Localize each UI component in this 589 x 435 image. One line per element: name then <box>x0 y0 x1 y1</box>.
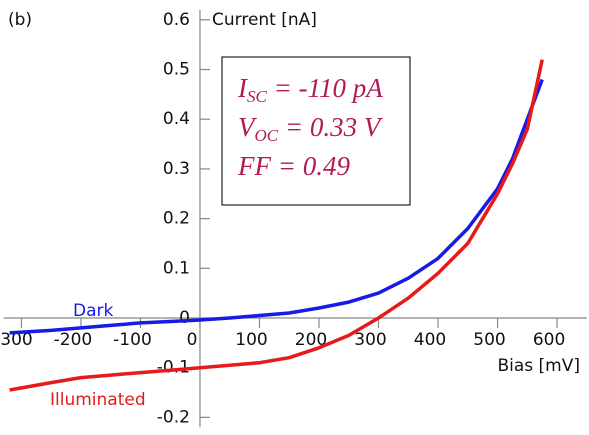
y-tick-label: 0.6 <box>163 10 190 30</box>
annotation-rest: = -110 pA <box>267 73 383 103</box>
x-tick-label: 600 <box>533 330 565 350</box>
panel-label: (b) <box>8 10 32 30</box>
y-tick-label: 0.5 <box>163 60 190 80</box>
x-tick-label: 300 <box>354 330 386 350</box>
data-line <box>9 78 544 335</box>
data-line <box>9 59 544 392</box>
x-tick-label: 100 <box>235 330 267 350</box>
x-tick-label: 0 <box>187 330 198 350</box>
series-label: Dark <box>73 301 113 321</box>
annotation-main: FF = 0.49 <box>237 151 350 181</box>
x-tick-label: 500 <box>473 330 505 350</box>
annotation-main: I <box>237 73 249 103</box>
annotation-sub: OC <box>255 126 279 145</box>
x-tick-label: -100 <box>113 330 152 350</box>
y-tick-label: 0.2 <box>163 209 190 229</box>
series-label: Illuminated <box>50 390 146 410</box>
y-tick-label: 0 <box>179 308 190 328</box>
annotation-box <box>221 56 411 206</box>
y-axis-title: Current [nA] <box>212 10 317 30</box>
x-tick-label: -200 <box>54 330 93 350</box>
x-axis-title: Bias [mV] <box>497 356 580 376</box>
annotation-line: VOC = 0.33 V <box>238 112 384 145</box>
annotation-line: ISC = -110 pA <box>237 73 383 106</box>
x-tick-label: -300 <box>0 330 33 350</box>
y-tick-label: -0.2 <box>157 407 190 427</box>
x-tick-label: 400 <box>414 330 446 350</box>
x-tick-label: 200 <box>295 330 327 350</box>
y-tick-label: -0.1 <box>157 358 190 378</box>
annotation-sub: SC <box>247 87 268 106</box>
y-tick-label: 0.3 <box>163 159 190 179</box>
y-tick-label: 0.4 <box>163 109 190 129</box>
annotation-rest: = 0.33 V <box>278 112 384 142</box>
y-tick-label: 0.1 <box>163 258 190 278</box>
annotation-line: FF = 0.49 <box>237 151 350 181</box>
annotation-main: V <box>238 112 258 142</box>
